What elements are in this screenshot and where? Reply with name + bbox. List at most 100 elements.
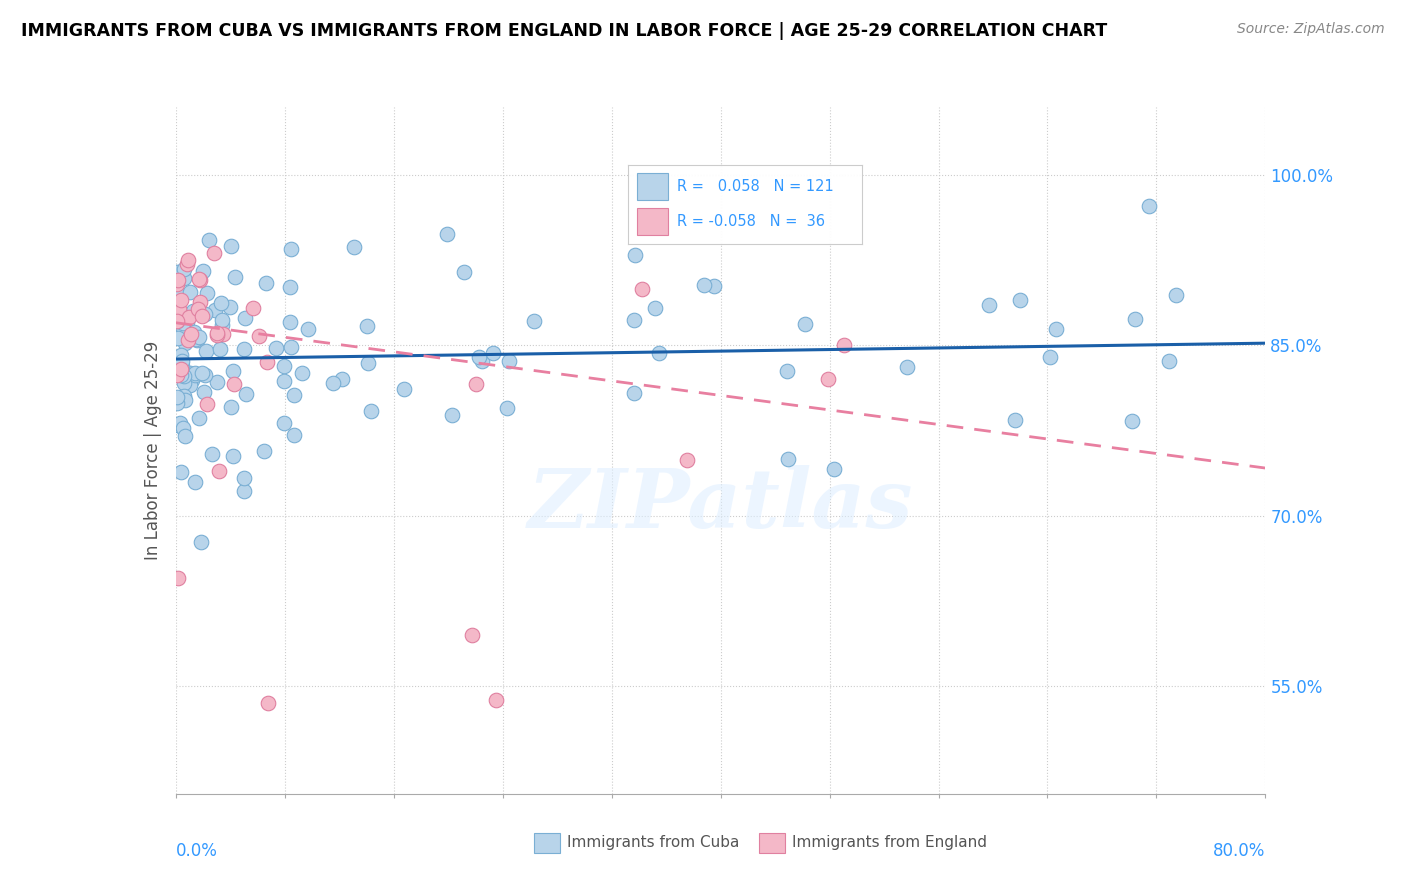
Point — [211, 313, 233, 327]
Point — [436, 227, 458, 242]
Point — [173, 376, 195, 391]
Point — [180, 326, 202, 341]
Point — [498, 354, 520, 368]
Point — [186, 333, 208, 347]
Point — [173, 335, 195, 350]
Point — [832, 338, 855, 352]
Point — [172, 420, 194, 434]
Point — [254, 276, 277, 290]
Point — [205, 327, 228, 342]
Point — [623, 385, 645, 400]
Text: 0.0%: 0.0% — [176, 842, 218, 860]
Point — [212, 327, 235, 342]
Point — [177, 253, 200, 268]
Point — [195, 396, 218, 410]
Point — [817, 372, 839, 386]
Point — [166, 390, 188, 404]
Point — [624, 248, 647, 262]
Point — [247, 329, 270, 343]
Point — [823, 462, 845, 476]
Point — [1164, 288, 1187, 302]
Point — [221, 400, 243, 414]
Point — [979, 298, 1001, 312]
Point — [465, 376, 488, 391]
Point — [169, 360, 191, 375]
Point — [623, 313, 645, 327]
Point — [173, 389, 195, 403]
Point — [173, 368, 195, 383]
Point — [692, 278, 714, 293]
Point — [194, 368, 217, 383]
Point — [233, 471, 256, 485]
Point — [170, 359, 193, 374]
Point — [191, 264, 214, 278]
Point — [204, 302, 226, 317]
Point — [273, 374, 295, 388]
Point — [224, 376, 246, 391]
Point — [392, 382, 415, 396]
Point — [1039, 350, 1062, 364]
Text: 80.0%: 80.0% — [1213, 842, 1265, 860]
Point — [280, 242, 302, 256]
Point — [169, 416, 191, 430]
Point — [170, 348, 193, 362]
Point — [193, 385, 215, 400]
Point — [170, 293, 193, 307]
Point — [1137, 199, 1160, 213]
Point — [224, 270, 246, 285]
Point — [190, 294, 212, 309]
Point — [235, 387, 257, 401]
Point — [170, 362, 193, 376]
Bar — [637, 173, 668, 200]
Point — [211, 318, 233, 332]
Point — [173, 262, 195, 277]
Point — [257, 696, 280, 710]
Point — [1004, 413, 1026, 427]
Point — [205, 375, 228, 389]
Point — [173, 271, 195, 285]
Point — [190, 366, 212, 380]
Point — [896, 359, 918, 374]
Point — [194, 307, 217, 321]
Point — [222, 449, 245, 463]
Point — [209, 295, 232, 310]
Point — [776, 364, 799, 378]
Point — [461, 628, 484, 642]
Point — [170, 354, 193, 368]
Point — [273, 359, 295, 373]
Point — [221, 364, 243, 378]
Point — [356, 319, 378, 334]
Point — [169, 368, 191, 382]
Point — [197, 233, 219, 247]
Point — [264, 342, 287, 356]
Point — [278, 315, 301, 329]
Point — [172, 319, 194, 334]
Point — [221, 239, 243, 253]
Point — [218, 300, 240, 314]
Text: Immigrants from Cuba: Immigrants from Cuba — [567, 836, 740, 850]
Point — [170, 368, 193, 382]
Point — [170, 466, 193, 480]
Point — [631, 282, 654, 296]
Point — [166, 314, 188, 328]
Point — [201, 446, 224, 460]
Point — [179, 366, 201, 380]
Point — [273, 416, 295, 430]
Text: Source: ZipAtlas.com: Source: ZipAtlas.com — [1237, 22, 1385, 37]
Point — [297, 322, 319, 336]
Point — [188, 411, 211, 425]
Point — [794, 317, 817, 331]
Text: Immigrants from England: Immigrants from England — [792, 836, 987, 850]
Point — [1157, 354, 1180, 368]
Point — [644, 301, 666, 315]
Point — [291, 366, 314, 380]
Point — [173, 314, 195, 328]
Point — [482, 346, 505, 360]
Point — [1123, 312, 1146, 326]
Point — [485, 692, 508, 706]
Point — [184, 367, 207, 381]
Text: R =   0.058   N = 121: R = 0.058 N = 121 — [678, 179, 834, 194]
Point — [190, 534, 212, 549]
Point — [166, 313, 188, 327]
Bar — [637, 208, 668, 235]
